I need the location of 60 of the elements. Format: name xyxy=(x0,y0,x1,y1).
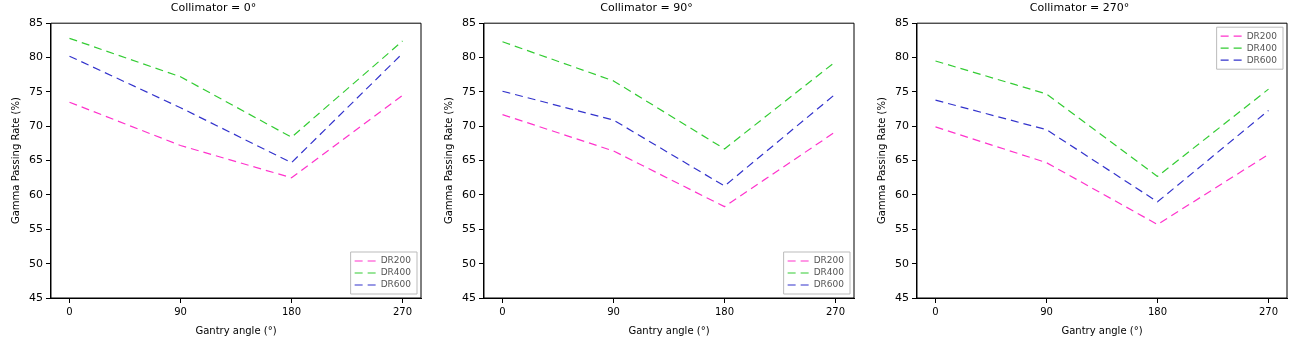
x-tick-label: 90 xyxy=(174,305,187,317)
chart-title: Collimator = 90° xyxy=(600,1,693,15)
line-series xyxy=(934,99,1270,203)
y-tick-label: 60 xyxy=(895,187,909,201)
line-series xyxy=(68,94,404,179)
y-tick-label: 75 xyxy=(462,84,476,98)
y-tick-label: 75 xyxy=(895,84,909,98)
x-tick-label: 270 xyxy=(825,305,846,317)
y-tick-label: 50 xyxy=(29,256,43,270)
legend-label: DR600 xyxy=(380,279,412,290)
legend-label: DR200 xyxy=(813,255,845,266)
legend-label: DR600 xyxy=(813,279,845,290)
y-tick-label: 85 xyxy=(462,16,476,30)
x-tick-label: 180 xyxy=(1147,305,1168,317)
x-tick-label: 0 xyxy=(499,305,506,317)
y-tick-label: 65 xyxy=(29,153,43,167)
x-axis-title: Gantry angle (°) xyxy=(1061,324,1143,336)
y-tick-label: 75 xyxy=(29,84,43,98)
legend-label: DR200 xyxy=(380,255,412,266)
legend-label: DR400 xyxy=(380,267,412,278)
legend-label: DR400 xyxy=(1246,42,1278,53)
y-axis-title: Gamma Passing Rate (%) xyxy=(442,97,454,225)
y-tick-label: 50 xyxy=(895,256,909,270)
line-series xyxy=(68,37,404,138)
x-axis-title: Gantry angle (°) xyxy=(195,324,277,336)
y-tick-label: 45 xyxy=(895,290,909,304)
y-axis-title: Gamma Passing Rate (%) xyxy=(9,97,21,225)
x-tick-label: 270 xyxy=(392,305,413,317)
x-tick-label: 180 xyxy=(714,305,735,317)
x-tick-label: 180 xyxy=(281,305,302,317)
y-axis-title: Gamma Passing Rate (%) xyxy=(875,97,887,225)
y-tick-label: 45 xyxy=(29,290,43,304)
chart-title: Collimator = 0° xyxy=(170,1,257,15)
y-tick-label: 60 xyxy=(29,187,43,201)
y-tick-label: 50 xyxy=(462,256,476,270)
y-tick-label: 70 xyxy=(462,119,476,133)
y-tick-label: 80 xyxy=(462,50,476,64)
y-tick-label: 55 xyxy=(895,222,909,236)
x-tick-label: 90 xyxy=(607,305,620,317)
x-tick-label: 0 xyxy=(66,305,73,317)
chart-title: Collimator = 270° xyxy=(1029,1,1130,15)
y-tick-label: 80 xyxy=(29,50,43,64)
y-tick-label: 55 xyxy=(462,222,476,236)
y-tick-label: 85 xyxy=(895,16,909,30)
legend-label: DR400 xyxy=(813,267,845,278)
y-tick-label: 70 xyxy=(895,119,909,133)
y-tick-label: 65 xyxy=(895,153,909,167)
x-tick-label: 0 xyxy=(932,305,939,317)
x-tick-label: 270 xyxy=(1258,305,1279,317)
y-tick-label: 55 xyxy=(29,222,43,236)
y-tick-label: 70 xyxy=(29,119,43,133)
legend-label: DR600 xyxy=(1246,54,1278,65)
y-tick-label: 65 xyxy=(462,153,476,167)
y-tick-label: 60 xyxy=(462,187,476,201)
x-axis-title: Gantry angle (°) xyxy=(628,324,710,336)
y-tick-label: 85 xyxy=(29,16,43,30)
y-tick-label: 80 xyxy=(895,50,909,64)
x-tick-label: 90 xyxy=(1040,305,1053,317)
y-tick-label: 45 xyxy=(462,290,476,304)
legend-label: DR200 xyxy=(1246,30,1278,41)
